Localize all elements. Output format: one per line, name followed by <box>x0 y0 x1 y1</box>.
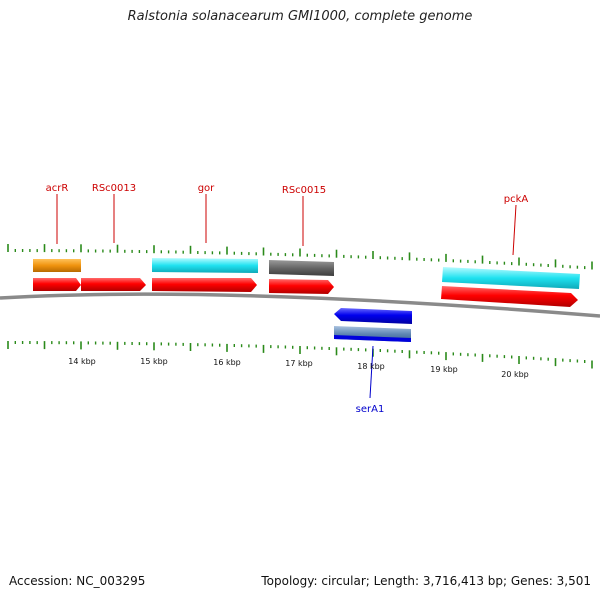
axis-label-15kbp: 15 kbp <box>140 357 168 366</box>
accession-label: Accession: NC_003295 <box>9 574 146 588</box>
axis-label-20kbp: 20 kbp <box>501 370 529 379</box>
feature-pckA-cds <box>441 286 578 307</box>
axis-label-14kbp: 14 kbp <box>68 357 96 366</box>
axis-label-16kbp: 16 kbp <box>213 358 241 367</box>
feature-acrR-cds <box>33 278 81 291</box>
genome-backbone <box>0 292 600 318</box>
axis-label-19kbp: 19 kbp <box>430 365 458 374</box>
gene-label-acrR: acrR <box>46 183 69 194</box>
feature-serA1-cds <box>334 308 412 324</box>
tick-marks-bottom <box>7 341 593 369</box>
gene-label-RSc0015: RSc0015 <box>282 185 326 196</box>
gene-label-RSc0013: RSc0013 <box>92 183 136 194</box>
gene-label-pckA: pckA <box>504 194 529 205</box>
feature-gor-bar <box>152 258 258 273</box>
feature-RSc0015-bar <box>269 260 334 276</box>
feature-RSc0013-cds <box>81 278 146 291</box>
leader-serA1 <box>369 345 374 399</box>
axis-label-17kbp: 17 kbp <box>285 359 313 368</box>
genome-summary: Topology: circular; Length: 3,716,413 bp… <box>261 574 591 588</box>
axis-label-18kbp: 18 kbp <box>357 362 385 371</box>
leader-pckA <box>512 204 517 256</box>
gene-label-gor: gor <box>198 183 215 194</box>
feature-gor-cds <box>152 278 257 292</box>
feature-serA1-bar <box>334 326 411 342</box>
genome-title: Ralstonia solanacearum GMI1000, complete… <box>127 9 473 24</box>
gene-label-serA1: serA1 <box>356 404 385 415</box>
tick-marks-top <box>7 244 593 270</box>
feature-acrR-bar <box>33 259 81 272</box>
feature-pckA-bar <box>442 267 580 289</box>
feature-RSc0015-cds <box>269 279 334 294</box>
